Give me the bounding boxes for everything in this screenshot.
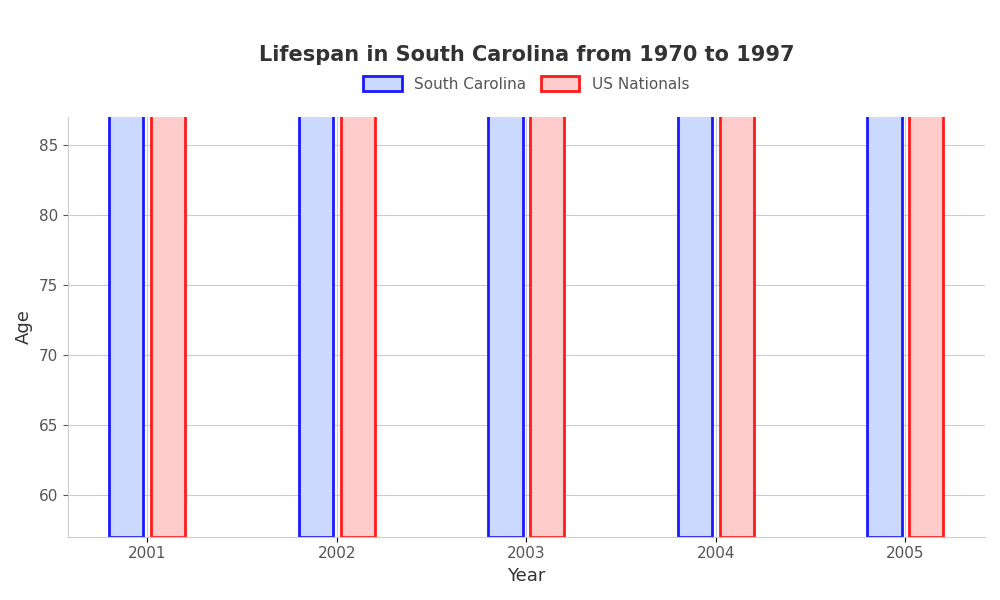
Bar — [151, 0, 185, 537]
Bar — [488, 0, 523, 537]
Bar — [299, 0, 333, 537]
X-axis label: Year: Year — [507, 567, 546, 585]
Bar — [909, 0, 943, 537]
Bar — [678, 0, 712, 537]
Bar — [530, 0, 564, 537]
Legend: South Carolina, US Nationals: South Carolina, US Nationals — [357, 70, 695, 98]
Title: Lifespan in South Carolina from 1970 to 1997: Lifespan in South Carolina from 1970 to … — [259, 45, 794, 65]
Bar — [720, 0, 754, 537]
Bar — [341, 0, 375, 537]
Bar — [867, 0, 902, 537]
Y-axis label: Age: Age — [15, 309, 33, 344]
Bar — [109, 0, 143, 537]
